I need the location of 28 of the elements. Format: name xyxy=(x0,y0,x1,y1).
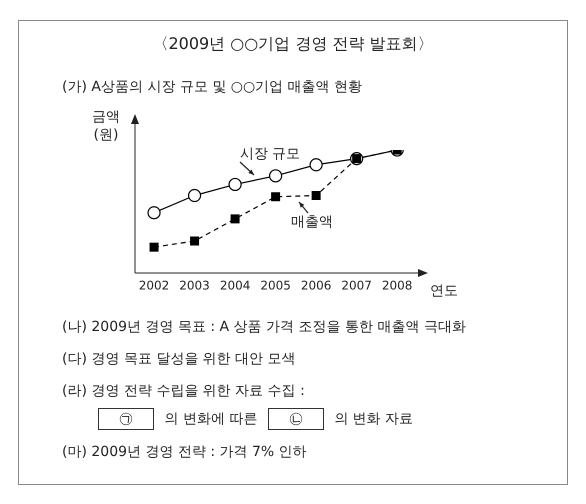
point xyxy=(271,192,280,202)
point xyxy=(312,191,321,200)
x-tick-label: 2007 xyxy=(341,278,372,293)
y-axis-title: 금액 (원) xyxy=(92,108,120,144)
text: (라) 경영 전략 수립을 위한 자료 수집 : xyxy=(62,383,305,399)
x-tick-label: 2006 xyxy=(300,278,332,293)
point xyxy=(230,214,240,224)
point xyxy=(190,236,200,246)
x-tick-label: 2008 xyxy=(382,278,412,293)
point xyxy=(147,206,161,220)
point xyxy=(150,242,159,252)
point xyxy=(310,158,323,172)
x-tick-label: 2004 xyxy=(220,278,250,293)
x-tick-label: 2003 xyxy=(179,278,210,293)
x-tick-label: 2002 xyxy=(138,278,170,293)
text: (나) 2009년 경영 목표 : A 상품 가격 조정을 통한 매출액 극대화 xyxy=(62,319,466,335)
series-label: 매출액 xyxy=(291,214,333,230)
point xyxy=(228,178,242,192)
text: ㉠ 의 변화에 따른 ㉡ 의 변화 자료 xyxy=(119,411,414,427)
point xyxy=(269,169,282,182)
text: (다) 경영 목표 달성을 위한 대안 모색 xyxy=(62,351,296,367)
point xyxy=(188,188,202,202)
chart-title: 〈2009년 ○○기업 경영 전략 발표회〉 xyxy=(152,34,434,55)
x-axis-title: 연도 xyxy=(430,282,458,300)
chart-subtitle: (가) A상품의 시장 규모 및 ○○기업 매출액 현황 xyxy=(62,78,362,96)
x-tick-label: 2005 xyxy=(260,278,291,293)
series-label: 시장 규모 xyxy=(240,146,300,162)
text: (마) 2009년 경영 전략 : 가격 7% 인하 xyxy=(62,444,307,460)
